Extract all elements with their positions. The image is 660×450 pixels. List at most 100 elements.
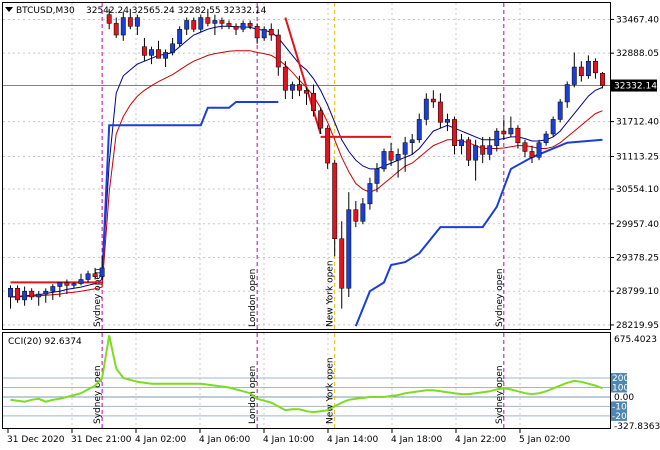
candle: [233, 23, 239, 36]
candle-body-bull: [85, 273, 91, 280]
candle: [466, 136, 472, 166]
candle: [600, 71, 605, 89]
candle: [71, 282, 77, 289]
candle-body-bear: [141, 46, 147, 56]
session-label-sydney: Sydney open: [495, 268, 505, 327]
candle-body-bear: [522, 142, 528, 152]
candle-body-bear: [437, 101, 443, 123]
candle-body-bull: [212, 20, 218, 24]
candle: [8, 285, 13, 309]
candle: [388, 142, 394, 166]
candle: [522, 139, 528, 158]
candle-body-bear: [297, 84, 302, 91]
candle: [120, 11, 126, 41]
time-tick-label: 4 Jan 22:00: [455, 435, 507, 445]
candle: [346, 192, 352, 297]
candle: [332, 160, 338, 257]
candle-body-bear: [226, 23, 232, 27]
candle: [367, 177, 373, 210]
candle-body-bull: [423, 98, 429, 120]
time-tick-label: 4 Jan 14:00: [327, 435, 379, 445]
candle-body-bear: [325, 127, 331, 164]
candle: [205, 8, 211, 27]
candle: [106, 8, 112, 30]
ma-fast-line: [10, 25, 603, 298]
candle: [43, 288, 49, 303]
candle-body-bear: [247, 23, 253, 27]
price-tick-label: 28219.95: [616, 321, 659, 331]
candle: [480, 136, 486, 164]
candle-body-bear: [480, 145, 486, 155]
candle: [571, 52, 577, 88]
cci-level-label: 200: [612, 374, 629, 384]
price-tick-label: 29957.40: [616, 220, 659, 230]
candle: [78, 273, 84, 286]
candle: [423, 93, 429, 126]
candle: [85, 270, 91, 283]
price-tick-label: 31113.25: [616, 152, 659, 162]
candle-body-bull: [585, 60, 591, 77]
candle-body-bear: [592, 60, 598, 74]
candle: [557, 99, 563, 123]
candle-body-bull: [508, 127, 514, 135]
cci-level-label: 100: [612, 383, 629, 393]
candle-body-bull: [487, 145, 493, 155]
ohlc-readout: 32542.24 32565.24 32282.55 32332.14: [86, 6, 267, 16]
candle: [50, 284, 56, 300]
candle: [550, 116, 556, 137]
cci-tick-label: 675.4023: [614, 335, 657, 345]
candle-body-bull: [473, 145, 479, 161]
candle-body-bull: [177, 28, 183, 44]
cci-level-badge: [611, 373, 627, 384]
candle-body-bull: [120, 17, 126, 36]
cci-tick-label: 0.00: [614, 393, 634, 403]
candle: [339, 221, 345, 309]
candle: [226, 20, 232, 30]
candle-body-bear: [353, 209, 359, 222]
candle-body-bull: [8, 288, 13, 298]
candle-body-bear: [529, 151, 535, 158]
candle: [240, 20, 246, 33]
candle: [564, 81, 570, 108]
candle: [15, 285, 21, 303]
candle-body-bear: [339, 238, 345, 289]
candle-body-bear: [318, 110, 324, 129]
candle-body-bull: [163, 52, 168, 59]
candle-body-bear: [466, 139, 472, 161]
candle: [156, 40, 161, 59]
candle-body-bear: [64, 282, 70, 286]
candle-body-bull: [43, 290, 49, 295]
time-tick-label: 4 Jan 18:00: [391, 435, 443, 445]
candle: [134, 14, 140, 36]
candle: [416, 113, 422, 143]
candle-body-bull: [543, 133, 549, 143]
candle-body-bear: [219, 20, 225, 24]
time-tick-label: 4 Jan 10:00: [263, 435, 315, 445]
cci-level-label: -100: [612, 402, 633, 412]
candle: [275, 29, 281, 76]
cci-line: [10, 335, 603, 414]
candle: [360, 198, 366, 225]
candle-body-bull: [409, 139, 415, 143]
candle-body-bear: [275, 34, 281, 68]
cci-label: CCI(20) 92.6374: [8, 337, 82, 347]
candle: [22, 286, 28, 306]
candle-body-bear: [127, 17, 133, 27]
candle-body-bull: [71, 283, 77, 286]
candle-body-bull: [564, 84, 570, 103]
level-step-line: [101, 101, 279, 280]
candle: [325, 125, 331, 169]
candle: [353, 200, 359, 228]
candle-body-bull: [381, 151, 387, 170]
candle-body-bull: [557, 101, 563, 120]
candle-body-bull: [550, 119, 556, 135]
candle: [304, 87, 309, 105]
session-label-sydney: Sydney open: [93, 268, 103, 327]
session-label-cci-sydney: Sydney open: [495, 365, 505, 424]
candle-body-bear: [282, 66, 288, 91]
candle: [36, 291, 42, 306]
chevron-down-icon[interactable]: [5, 7, 13, 12]
candle: [536, 139, 542, 161]
candle-body-bear: [515, 127, 521, 143]
